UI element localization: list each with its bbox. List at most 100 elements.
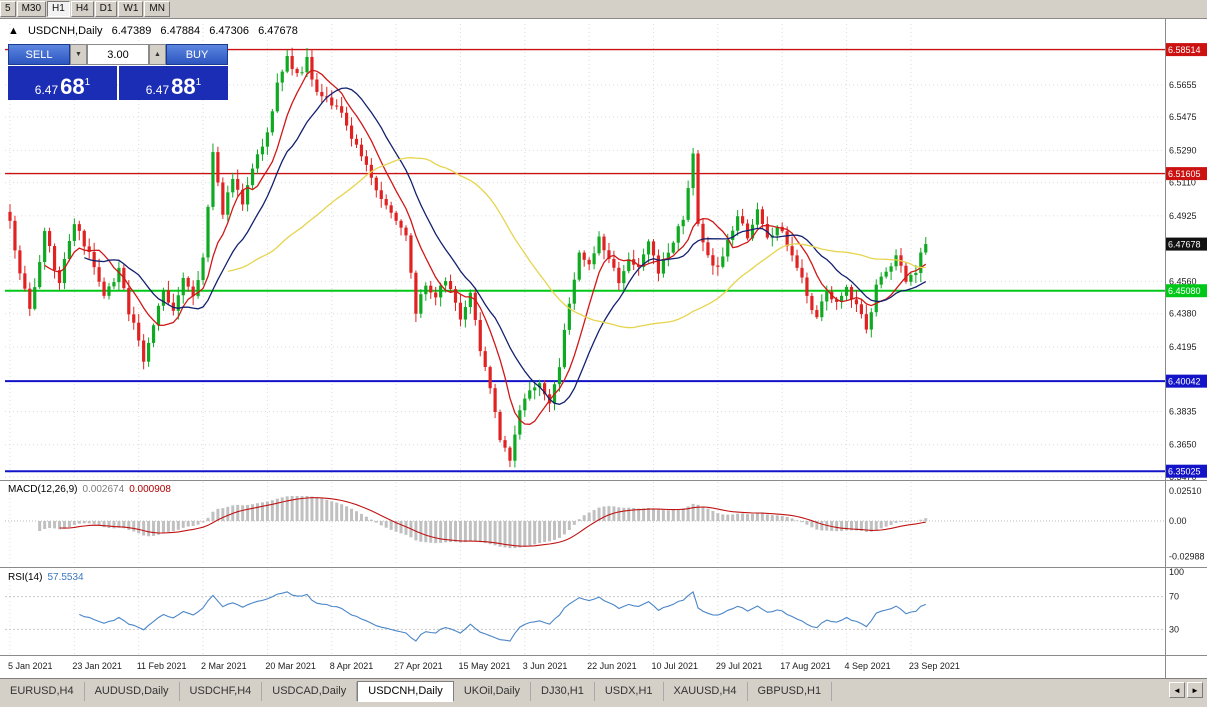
quote-close: 6.47678 xyxy=(258,25,298,37)
chart-symbol-label: USDCNH,Daily xyxy=(27,25,103,37)
tab-scroll-left-button[interactable]: ◄ xyxy=(1169,682,1185,698)
candlesticks xyxy=(8,47,928,468)
chart-tab-xauusd-h4[interactable]: XAUUSD,H4 xyxy=(664,682,748,701)
buy-price-sup: 1 xyxy=(195,77,202,88)
rsi-value: 57.5534 xyxy=(47,572,84,583)
svg-text:0.02510: 0.02510 xyxy=(1169,486,1202,496)
macd-name: MACD(12,26,9) xyxy=(8,484,78,495)
sell-button[interactable]: SELL xyxy=(8,44,70,65)
timeframe-button-m30[interactable]: M30 xyxy=(16,1,47,17)
svg-text:2 Mar 2021: 2 Mar 2021 xyxy=(201,661,247,671)
collapse-icon[interactable]: ▲ xyxy=(8,25,19,37)
chart-tab-usdcad-daily[interactable]: USDCAD,Daily xyxy=(262,682,358,701)
rsi-line xyxy=(79,590,926,642)
sell-price-sup: 1 xyxy=(84,77,91,88)
svg-text:6.58514: 6.58514 xyxy=(1168,45,1201,55)
lot-decrease-button[interactable]: ▼ xyxy=(70,44,87,65)
svg-text:10 Jul 2021: 10 Jul 2021 xyxy=(652,661,699,671)
svg-text:-0.02988: -0.02988 xyxy=(1169,552,1205,562)
svg-text:6.4925: 6.4925 xyxy=(1169,211,1197,221)
spinner-up-icon: ▲ xyxy=(154,51,161,58)
ma-mid-line xyxy=(84,87,927,405)
timeframe-button-mn[interactable]: MN xyxy=(144,1,170,17)
svg-text:5 Jan 2021: 5 Jan 2021 xyxy=(8,661,53,671)
buy-price-box[interactable]: 6.47 88 1 xyxy=(119,66,228,100)
order-prices-row: 6.47 68 1 6.47 88 1 xyxy=(8,66,228,100)
svg-text:23 Sep 2021: 23 Sep 2021 xyxy=(909,661,960,671)
svg-text:6.5110: 6.5110 xyxy=(1169,178,1196,188)
svg-text:70: 70 xyxy=(1169,592,1179,602)
macd-panel: 0.02510 0.00 -0.02988 xyxy=(5,486,1205,562)
rsi-name: RSI(14) xyxy=(8,572,43,583)
svg-text:20 Mar 2021: 20 Mar 2021 xyxy=(265,661,316,671)
chart-tab-dj30-h1[interactable]: DJ30,H1 xyxy=(531,682,595,701)
sell-price-box[interactable]: 6.47 68 1 xyxy=(8,66,117,100)
svg-text:6.5475: 6.5475 xyxy=(1169,112,1197,122)
quote-low: 6.47306 xyxy=(209,25,249,37)
macd-indicator-label: MACD(12,26,9) 0.002674 0.000908 xyxy=(8,484,176,495)
chart-tab-gbpusd-h1[interactable]: GBPUSD,H1 xyxy=(748,682,833,701)
svg-text:30: 30 xyxy=(1169,624,1179,634)
timeframe-button-w1[interactable]: W1 xyxy=(118,1,144,17)
timeframe-button-d1[interactable]: D1 xyxy=(94,1,118,17)
svg-text:6.5655: 6.5655 xyxy=(1169,80,1197,90)
chart-canvas[interactable]: 0.02510 0.00 -0.02988 100 70 30 6.5655 6.5475 6.… xyxy=(0,0,1207,678)
svg-text:100: 100 xyxy=(1169,567,1184,577)
quote-open: 6.47389 xyxy=(111,25,152,37)
svg-text:0.00: 0.00 xyxy=(1169,516,1187,526)
tab-scroll-right-button[interactable]: ► xyxy=(1187,682,1203,698)
chart-tab-eurusd-h4[interactable]: EURUSD,H4 xyxy=(0,682,85,701)
date-axis: 5 Jan 2021 23 Jan 2021 11 Feb 2021 2 Mar 20… xyxy=(8,661,960,671)
sell-price-big: 68 xyxy=(60,74,85,99)
price-axis: 6.5655 6.5475 6.5290 6.5110 6.4925 6.4560 6.43… xyxy=(1165,43,1207,482)
chart-tab-audusd-daily[interactable]: AUDUSD,Daily xyxy=(85,682,180,701)
buy-button[interactable]: BUY xyxy=(166,44,228,65)
sell-price-main: 6.47 xyxy=(34,83,59,97)
chart-tab-ukoil-daily[interactable]: UKOil,Daily xyxy=(454,682,532,701)
ma-fast-line xyxy=(44,69,927,425)
lot-increase-button[interactable]: ▲ xyxy=(149,44,166,65)
macd-value-main: 0.002674 xyxy=(82,484,125,495)
svg-text:11 Feb 2021: 11 Feb 2021 xyxy=(137,661,187,671)
svg-text:17 Aug 2021: 17 Aug 2021 xyxy=(780,661,831,671)
chart-tab-bar: EURUSD,H4 AUDUSD,Daily USDCHF,H4 USDCAD,Dai… xyxy=(0,678,1207,707)
macd-value-signal: 0.000908 xyxy=(129,484,171,495)
chart-tab-usdcnh-daily[interactable]: USDCNH,Daily xyxy=(357,681,454,702)
svg-text:6.45080: 6.45080 xyxy=(1168,286,1201,296)
chart-tab-usdchf-h4[interactable]: USDCHF,H4 xyxy=(180,682,263,701)
svg-text:6.47678: 6.47678 xyxy=(1168,240,1201,250)
rsi-panel: 100 70 30 xyxy=(5,567,1184,642)
timeframe-button-h4[interactable]: H4 xyxy=(70,1,94,17)
svg-text:29 Jul 2021: 29 Jul 2021 xyxy=(716,661,763,671)
svg-text:27 Apr 2021: 27 Apr 2021 xyxy=(394,661,443,671)
svg-text:6.4195: 6.4195 xyxy=(1169,342,1197,352)
chart-tab-usdx-h1[interactable]: USDX,H1 xyxy=(595,682,664,701)
svg-text:23 Jan 2021: 23 Jan 2021 xyxy=(72,661,122,671)
svg-text:6.3835: 6.3835 xyxy=(1169,407,1197,417)
svg-text:6.4560: 6.4560 xyxy=(1169,276,1197,286)
timeframe-toolbar: 5 M30 H1 H4 D1 W1 MN xyxy=(0,0,1207,18)
panel-separators xyxy=(0,18,1207,678)
timeframe-button-h1[interactable]: H1 xyxy=(47,1,70,17)
grid-lines xyxy=(5,24,1165,655)
svg-text:6.51605: 6.51605 xyxy=(1168,169,1201,179)
tab-scroll-arrows: ◄ ► xyxy=(1167,682,1203,698)
lot-size-input[interactable] xyxy=(87,44,149,65)
timeframe-button-5[interactable]: 5 xyxy=(0,1,16,17)
spinner-down-icon: ▼ xyxy=(75,51,82,58)
macd-signal-line xyxy=(59,497,926,547)
svg-text:6.35025: 6.35025 xyxy=(1168,467,1201,477)
moving-average-lines xyxy=(44,69,927,425)
svg-text:6.3650: 6.3650 xyxy=(1169,440,1197,450)
buy-price-big: 88 xyxy=(171,74,196,99)
svg-text:15 May 2021: 15 May 2021 xyxy=(458,661,510,671)
order-controls-row: SELL ▼ ▲ BUY xyxy=(8,44,228,65)
svg-text:3 Jun 2021: 3 Jun 2021 xyxy=(523,661,568,671)
svg-text:8 Apr 2021: 8 Apr 2021 xyxy=(330,661,374,671)
svg-text:22 Jun 2021: 22 Jun 2021 xyxy=(587,661,637,671)
svg-text:6.4380: 6.4380 xyxy=(1169,309,1197,319)
chart-title: ▲ USDCNH,Daily 6.47389 6.47884 6.47306 6… xyxy=(8,25,304,37)
rsi-indicator-label: RSI(14) 57.5534 xyxy=(8,572,89,583)
